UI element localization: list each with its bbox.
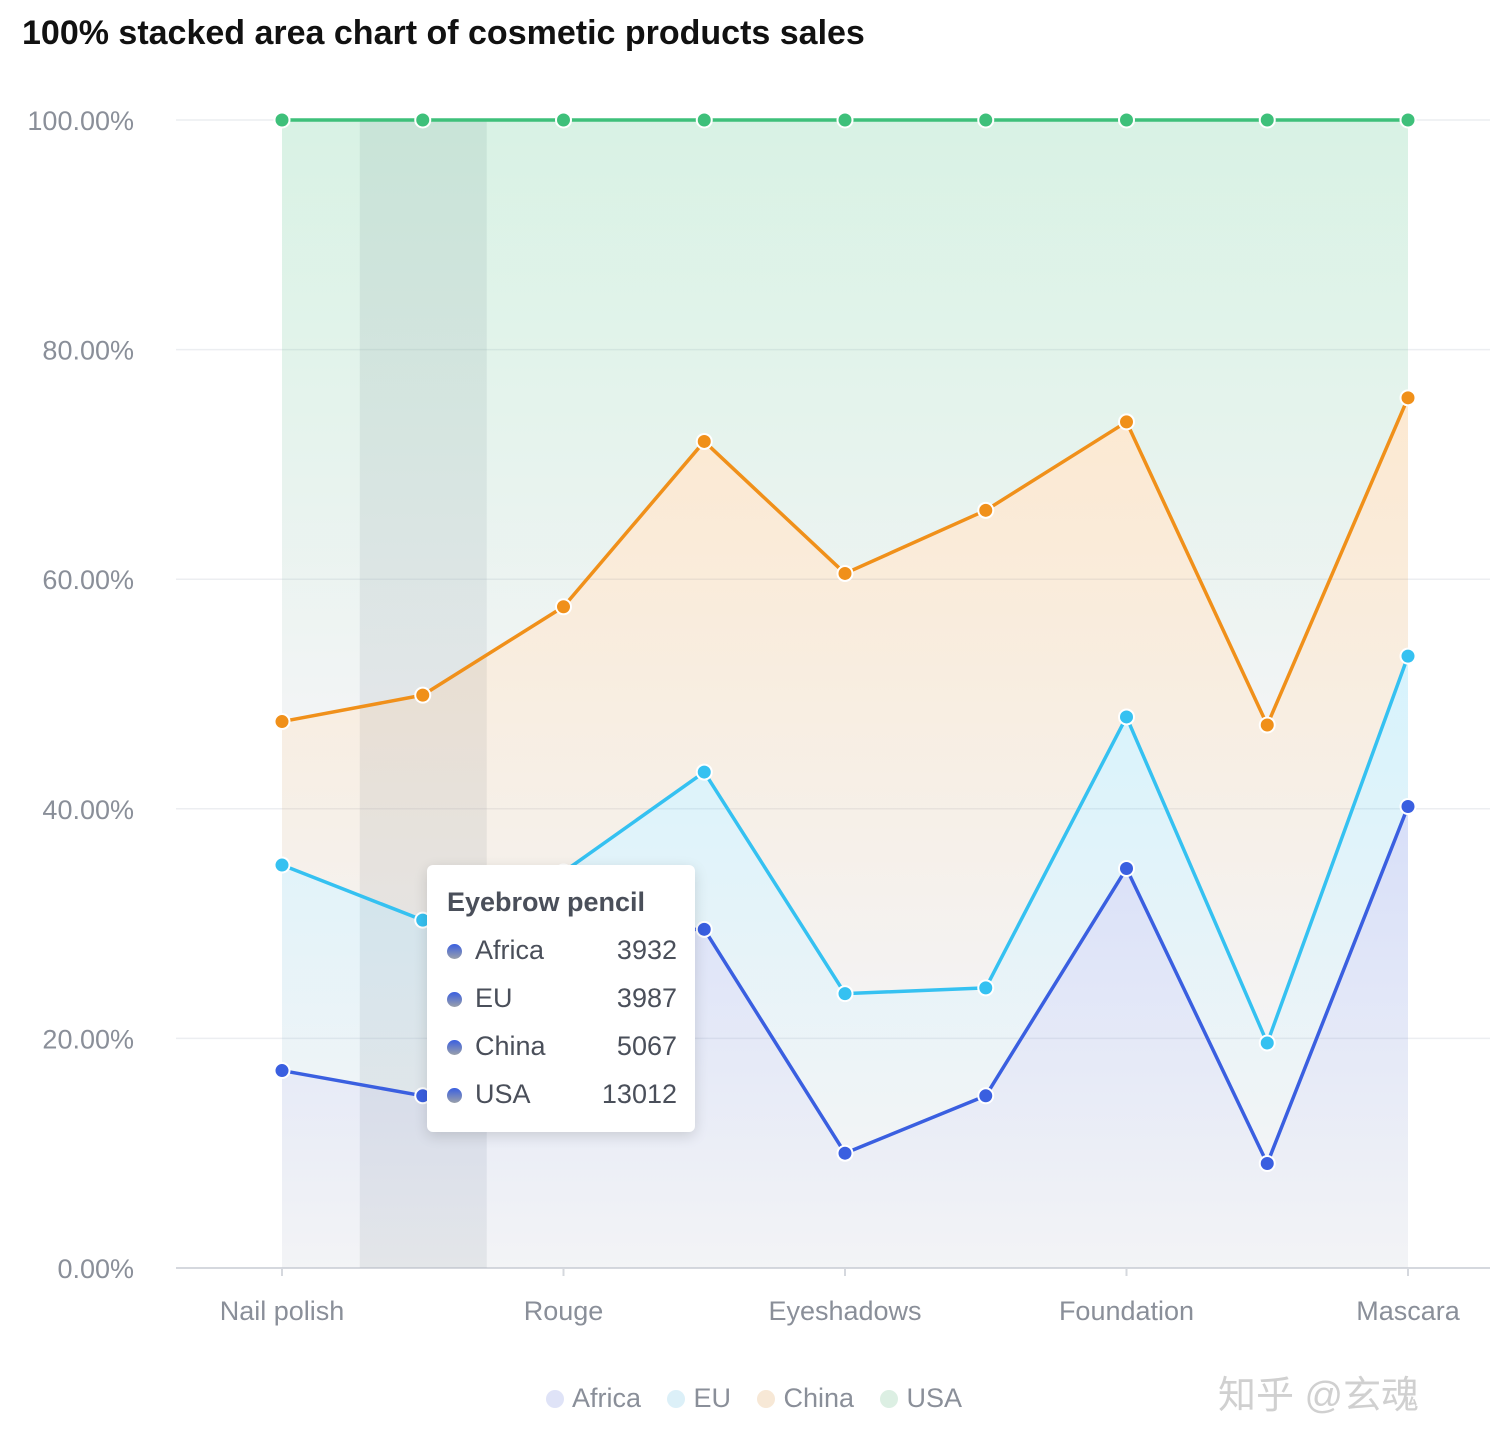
legend-dot-icon: [880, 1390, 899, 1408]
area-usa: [282, 120, 1408, 725]
data-point-eu[interactable]: [836, 985, 854, 1003]
data-point-china[interactable]: [1399, 389, 1417, 407]
data-point-china[interactable]: [695, 432, 713, 450]
tooltip-series-value: 3987: [616, 983, 677, 1013]
data-point-africa[interactable]: [977, 1087, 995, 1105]
tooltip-series-name: USA: [475, 1079, 531, 1109]
data-point-usa[interactable]: [273, 111, 291, 129]
data-point-usa[interactable]: [555, 111, 572, 129]
x-tick-label: Eyeshadows: [768, 1296, 921, 1326]
data-point-china[interactable]: [1118, 413, 1135, 431]
y-tick-label: 40.00%: [42, 795, 134, 825]
x-tick-label: Mascara: [1356, 1296, 1461, 1326]
tooltip-row: USA 13012: [447, 1079, 677, 1113]
y-tick-label: 100.00%: [27, 106, 134, 136]
tooltip-series-name: Africa: [475, 935, 545, 965]
area-africa: [282, 806, 1408, 1268]
legend-label: USA: [906, 1383, 962, 1413]
tooltip-title: Eyebrow pencil: [447, 887, 646, 917]
data-point-usa[interactable]: [1118, 111, 1135, 129]
legend-item-usa[interactable]: USA: [880, 1383, 962, 1414]
y-tick-label: 20.00%: [42, 1024, 134, 1054]
legend-dot-icon: [546, 1390, 564, 1408]
y-tick-label: 0.00%: [57, 1254, 134, 1284]
data-point-eu[interactable]: [1399, 647, 1417, 665]
data-point-africa[interactable]: [1399, 798, 1417, 816]
x-tick-label: Rouge: [524, 1296, 604, 1326]
tooltip-series-value: 3932: [616, 935, 677, 965]
x-tick-label: Nail polish: [220, 1296, 345, 1326]
tooltip: Eyebrow pencil Africa 3932 EU 3987 China…: [427, 865, 695, 1132]
data-point-africa[interactable]: [1118, 859, 1135, 877]
data-point-africa[interactable]: [273, 1062, 291, 1080]
data-point-china[interactable]: [273, 713, 291, 731]
watermark: 知乎 @玄魂: [1218, 1375, 1420, 1417]
data-point-africa[interactable]: [695, 920, 713, 938]
legend-item-china[interactable]: China: [757, 1383, 854, 1414]
data-point-eu[interactable]: [977, 979, 995, 997]
area-eu: [282, 656, 1408, 1164]
y-tick-label: 60.00%: [42, 565, 134, 595]
data-point-eu[interactable]: [1118, 708, 1135, 726]
data-point-africa[interactable]: [836, 1144, 854, 1162]
tooltip-series-value: 13012: [601, 1079, 677, 1109]
data-point-china[interactable]: [555, 598, 572, 616]
data-point-usa[interactable]: [1258, 111, 1276, 129]
data-point-usa[interactable]: [1399, 111, 1417, 129]
chart-title: 100% stacked area chart of cosmetic prod…: [22, 14, 865, 52]
data-point-china[interactable]: [836, 564, 854, 582]
data-point-africa[interactable]: [1258, 1155, 1276, 1173]
data-point-usa[interactable]: [836, 111, 854, 129]
tooltip-series-name: EU: [475, 983, 513, 1013]
tooltip-row: Africa 3932: [447, 935, 677, 969]
data-point-china[interactable]: [414, 686, 432, 704]
data-point-eu[interactable]: [273, 856, 291, 874]
legend-item-eu[interactable]: EU: [667, 1383, 731, 1414]
legend-dot-icon: [667, 1390, 686, 1408]
tooltip-series-value: 5067: [616, 1031, 677, 1061]
series-marker-icon: [447, 1088, 462, 1103]
data-point-usa[interactable]: [414, 111, 432, 129]
x-tick-label: Foundation: [1059, 1296, 1194, 1326]
series-marker-icon: [447, 944, 462, 959]
data-point-eu[interactable]: [695, 763, 713, 781]
tooltip-row: EU 3987: [447, 983, 677, 1017]
tooltip-series-name: China: [475, 1031, 546, 1061]
data-point-eu[interactable]: [1258, 1034, 1276, 1052]
legend-label: Africa: [572, 1383, 642, 1413]
tooltip-row: China 5067: [447, 1031, 677, 1065]
data-point-usa[interactable]: [977, 111, 995, 129]
data-point-usa[interactable]: [695, 111, 713, 129]
series-marker-icon: [447, 1040, 462, 1055]
series-marker-icon: [447, 992, 462, 1007]
area-china: [282, 397, 1408, 1043]
y-tick-label: 80.00%: [42, 336, 134, 366]
data-point-china[interactable]: [1258, 716, 1276, 734]
legend-item-africa[interactable]: Africa: [546, 1383, 641, 1414]
legend-label: EU: [693, 1383, 731, 1413]
legend-label: China: [783, 1383, 854, 1413]
data-point-china[interactable]: [977, 501, 995, 519]
legend-dot-icon: [757, 1390, 776, 1408]
legend: Africa EU China USA: [546, 1383, 984, 1419]
